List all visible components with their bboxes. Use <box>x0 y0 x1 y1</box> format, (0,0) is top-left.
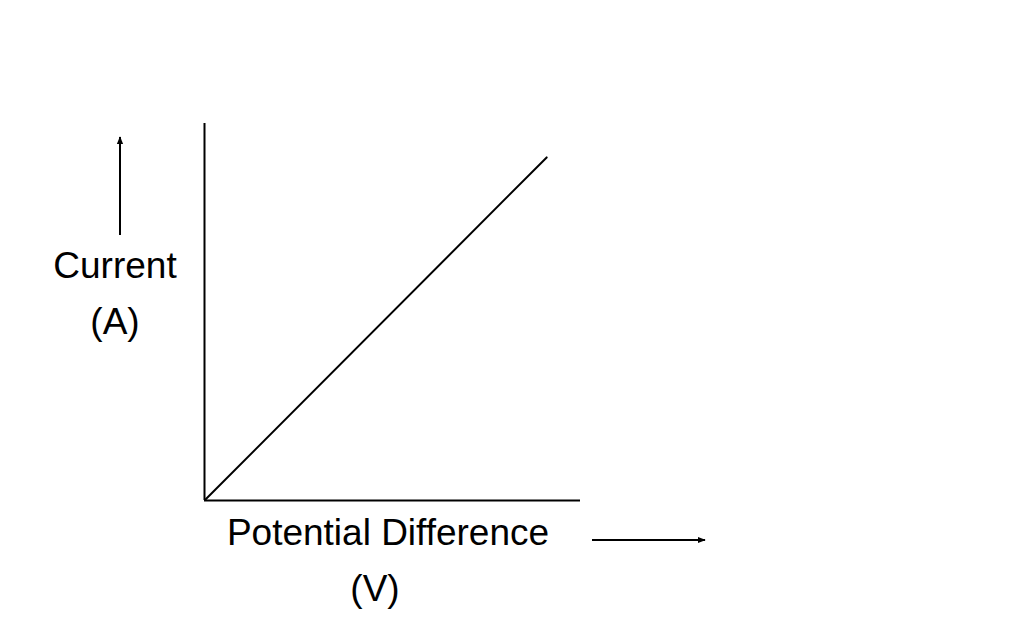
svg-text:Current(A): Current(A) <box>53 245 177 342</box>
svg-text:Potential Difference(V): Potential Difference(V) <box>227 512 549 609</box>
